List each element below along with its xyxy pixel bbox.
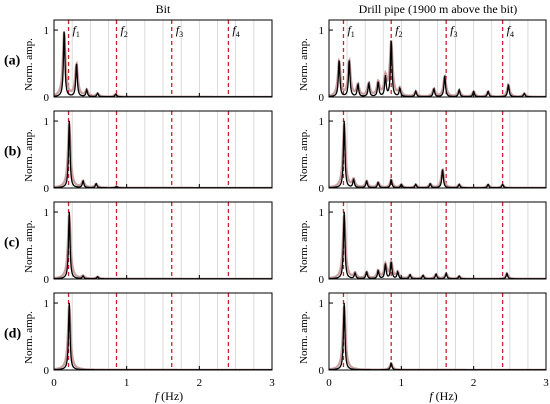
row-label: (b): [4, 145, 21, 160]
y-axis-label: Norm. amp.: [298, 129, 310, 182]
y-tick-label: 1: [319, 25, 325, 37]
column-title-drill-pipe: Drill pipe (1900 m above the bit): [359, 2, 518, 16]
y-tick-label: 0: [44, 365, 50, 377]
y-tick-label: 0: [44, 183, 50, 195]
y-tick-label: 0: [319, 365, 325, 377]
harmonic-label-f1: f1: [347, 23, 354, 39]
axes-frame: [53, 19, 273, 98]
axes-frame: [328, 201, 547, 280]
y-axis-label: Norm. amp.: [23, 129, 35, 182]
axes-frame: [53, 292, 273, 371]
y-tick-label: 0: [319, 92, 325, 104]
panel-bit-1: 0 1 Norm. amp.(b): [4, 110, 273, 195]
y-tick-label: 1: [44, 207, 50, 219]
y-tick-label: 0: [319, 183, 325, 195]
x-tick-label: 0: [51, 377, 57, 389]
x-axis-label: f (Hz): [429, 389, 457, 403]
axes-frame: [53, 110, 273, 189]
column-title-bit: Bit: [156, 2, 171, 16]
y-tick-label: 1: [319, 207, 325, 219]
harmonic-label-f3: f3: [176, 23, 183, 39]
harmonic-label-f4: f4: [507, 23, 514, 39]
panel-drill-pipe-2: 0 1 Norm. amp.: [298, 201, 547, 286]
row-label: (c): [4, 236, 20, 251]
y-tick-label: 1: [319, 116, 325, 128]
x-axis-label: f (Hz): [155, 389, 183, 403]
harmonic-label-f2: f2: [120, 23, 127, 39]
x-tick-label: 2: [471, 377, 477, 389]
y-axis-label: Norm. amp.: [23, 311, 35, 364]
axes-frame: [328, 292, 547, 371]
x-axis-labels-group: 0 1 2 3 f (Hz) 0 1 2 3 f (Hz): [51, 377, 549, 403]
panel-bit-3: 0 1 Norm. amp.(d): [4, 292, 273, 377]
harmonic-label-f4: f4: [232, 23, 239, 39]
y-axis-label: Norm. amp.: [298, 38, 310, 91]
y-axis-label: Norm. amp.: [298, 220, 310, 273]
axes-frame: [53, 201, 273, 280]
harmonic-label-f1: f1: [73, 23, 80, 39]
row-label: (d): [4, 327, 21, 342]
x-tick-label: 2: [197, 377, 203, 389]
x-tick-label: 1: [124, 377, 130, 389]
panel-drill-pipe-1: 0 1 Norm. amp.: [298, 110, 547, 195]
y-tick-label: 0: [44, 92, 50, 104]
panel-bit-0: 0 1 Norm. amp.(a) f1 f2 f3 f4: [4, 19, 273, 104]
row-label: (a): [4, 54, 21, 69]
x-tick-label: 1: [399, 377, 405, 389]
y-tick-label: 1: [44, 116, 50, 128]
y-axis-label: Norm. amp.: [23, 38, 35, 91]
y-axis-label: Norm. amp.: [23, 220, 35, 273]
y-axis-label: Norm. amp.: [298, 311, 310, 364]
panel-drill-pipe-3: 0 1 Norm. amp.: [298, 292, 547, 377]
axes-frame: [328, 19, 547, 98]
y-tick-label: 1: [44, 298, 50, 310]
y-tick-label: 1: [319, 298, 325, 310]
y-tick-label: 1: [44, 25, 50, 37]
y-tick-label: 0: [44, 274, 50, 286]
x-tick-label: 3: [269, 377, 275, 389]
harmonic-label-f3: f3: [450, 23, 457, 39]
spectrum-line: [329, 211, 546, 279]
spectrum-line: [329, 40, 546, 97]
y-tick-label: 0: [319, 274, 325, 286]
x-tick-label: 3: [543, 377, 549, 389]
panel-drill-pipe-0: 0 1 Norm. amp. f1 f2 f3 f4: [298, 19, 547, 104]
harmonic-label-f2: f2: [395, 23, 402, 39]
panel-bit-2: 0 1 Norm. amp.(c): [4, 201, 273, 286]
axes-frame: [328, 110, 547, 189]
x-tick-label: 0: [326, 377, 332, 389]
